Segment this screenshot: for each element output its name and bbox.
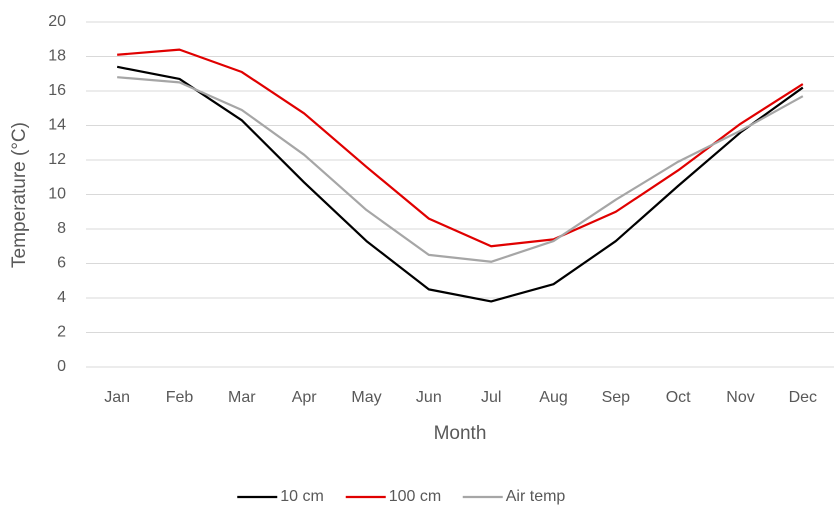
x-tick-label: Nov <box>726 389 754 406</box>
x-tick-label: Jun <box>416 389 442 406</box>
y-tick-label: 2 <box>57 324 66 341</box>
legend-label: Air temp <box>506 488 566 505</box>
x-axis-title: Month <box>434 423 487 444</box>
y-tick-label: 4 <box>57 289 66 306</box>
y-tick-label: 8 <box>57 220 66 237</box>
y-tick-label: 18 <box>48 48 66 65</box>
y-tick-label: 10 <box>48 186 66 203</box>
legend-label: 10 cm <box>280 488 324 505</box>
x-tick-label: Mar <box>228 389 256 406</box>
x-tick-label: Oct <box>666 389 691 406</box>
x-tick-label: Sep <box>602 389 631 406</box>
series-line <box>117 76 804 263</box>
y-tick-label: 20 <box>48 13 66 30</box>
series-line <box>117 48 804 248</box>
x-tick-label: Apr <box>292 389 318 406</box>
y-tick-label: 0 <box>57 358 66 375</box>
x-tick-label: May <box>351 389 381 406</box>
y-tick-label: 12 <box>48 151 66 168</box>
y-tick-label: 14 <box>48 117 66 134</box>
y-tick-label: 6 <box>57 255 66 272</box>
x-tick-label: Aug <box>539 389 567 406</box>
legend-label: 100 cm <box>389 488 441 505</box>
x-tick-label: Dec <box>789 389 817 406</box>
x-tick-label: Feb <box>166 389 194 406</box>
y-axis-title: Temperature (°C) <box>9 122 30 268</box>
x-tick-label: Jan <box>104 389 130 406</box>
y-tick-label: 16 <box>48 82 66 99</box>
series-line <box>116 65 804 303</box>
x-tick-label: Jul <box>481 389 501 406</box>
